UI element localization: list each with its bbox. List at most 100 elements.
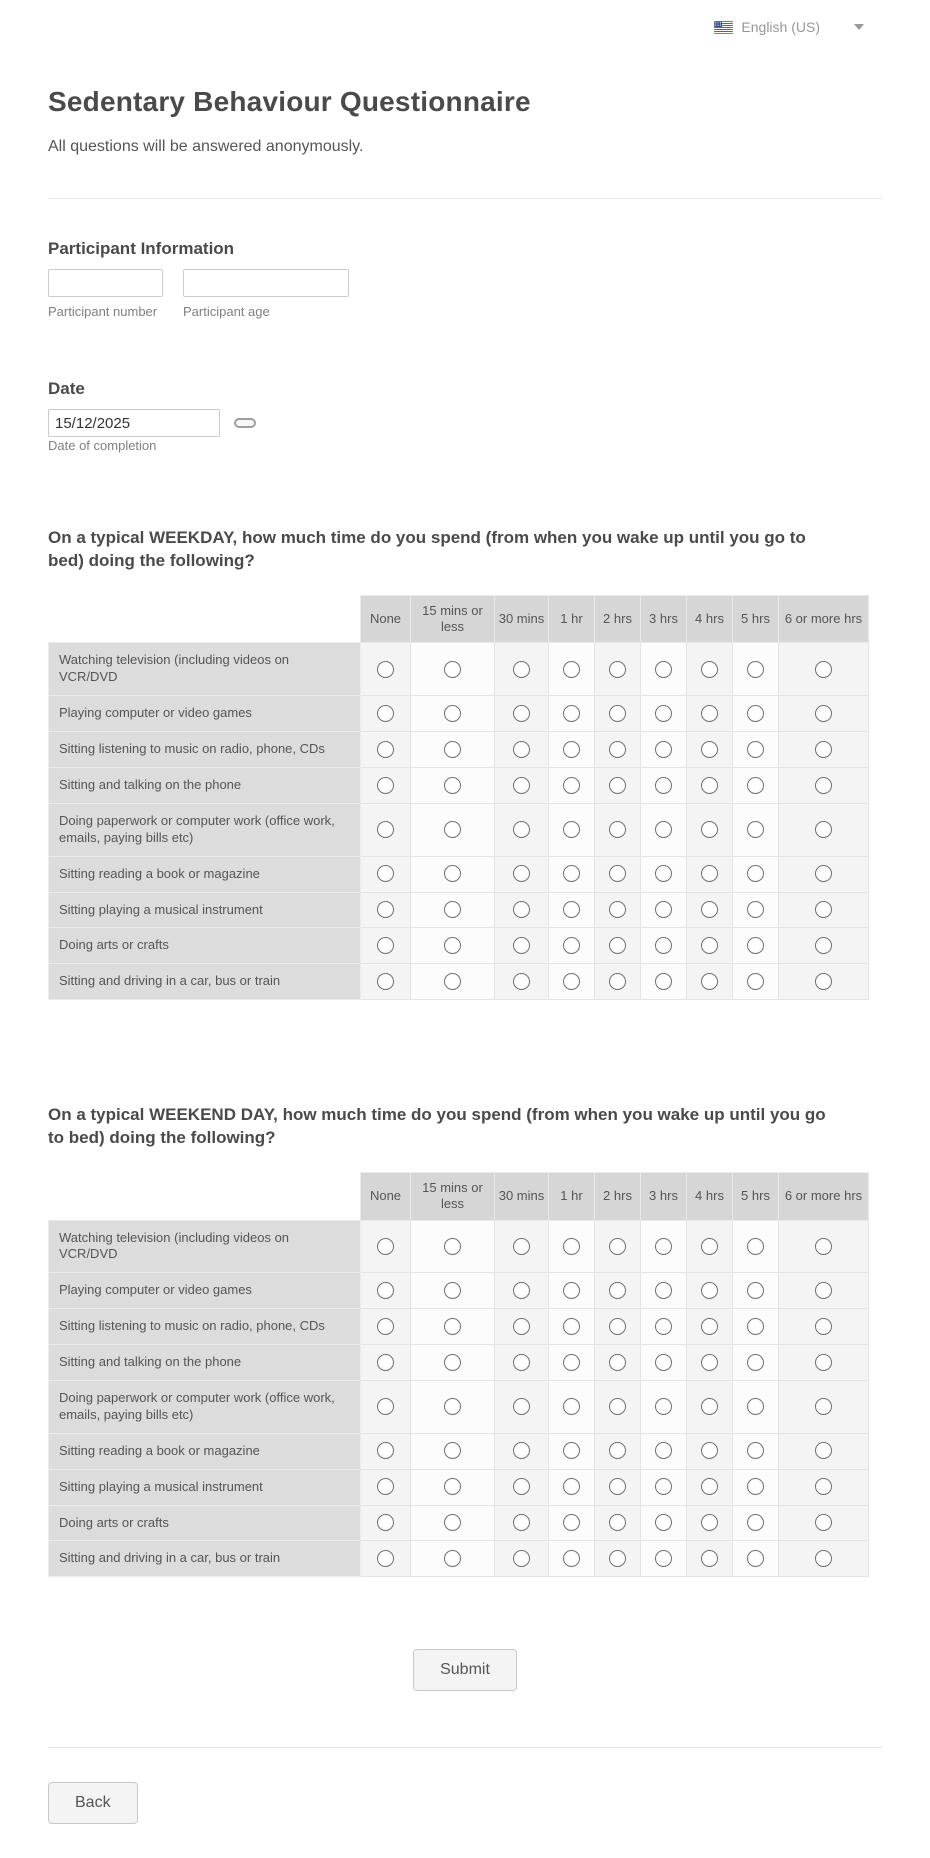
radio-q1-row5-col1[interactable] <box>444 865 461 883</box>
radio-q1-row5-col3[interactable] <box>563 865 580 883</box>
radio-q2-row1-col0[interactable] <box>377 1282 394 1300</box>
radio-q2-row2-col7[interactable] <box>747 1317 764 1335</box>
radio-q2-row1-col5[interactable] <box>655 1282 672 1300</box>
radio-q1-row5-col4[interactable] <box>609 865 626 883</box>
radio-q2-row4-col4[interactable] <box>609 1398 626 1416</box>
radio-q2-row6-col4[interactable] <box>609 1478 626 1496</box>
radio-q2-row5-col1[interactable] <box>444 1442 461 1460</box>
radio-q2-row8-col4[interactable] <box>609 1550 626 1568</box>
radio-q1-row1-col1[interactable] <box>444 704 461 722</box>
radio-q1-row8-col2[interactable] <box>513 972 530 990</box>
radio-q2-row0-col5[interactable] <box>655 1237 672 1255</box>
radio-q2-row4-col1[interactable] <box>444 1398 461 1416</box>
radio-q2-row5-col2[interactable] <box>513 1442 530 1460</box>
radio-q2-row8-col0[interactable] <box>377 1550 394 1568</box>
radio-q1-row7-col0[interactable] <box>377 937 394 955</box>
radio-q2-row5-col8[interactable] <box>815 1442 832 1460</box>
radio-q1-row0-col1[interactable] <box>444 660 461 678</box>
radio-q2-row8-col5[interactable] <box>655 1550 672 1568</box>
radio-q1-row7-col5[interactable] <box>655 937 672 955</box>
radio-q2-row3-col6[interactable] <box>701 1353 718 1371</box>
radio-q1-row0-col0[interactable] <box>377 660 394 678</box>
radio-q1-row4-col3[interactable] <box>563 820 580 838</box>
radio-q2-row1-col2[interactable] <box>513 1282 530 1300</box>
radio-q1-row4-col6[interactable] <box>701 820 718 838</box>
radio-q1-row1-col0[interactable] <box>377 704 394 722</box>
radio-q1-row2-col6[interactable] <box>701 740 718 758</box>
radio-q1-row4-col2[interactable] <box>513 820 530 838</box>
radio-q2-row1-col3[interactable] <box>563 1282 580 1300</box>
radio-q1-row2-col7[interactable] <box>747 740 764 758</box>
radio-q1-row6-col8[interactable] <box>815 901 832 919</box>
radio-q1-row7-col7[interactable] <box>747 937 764 955</box>
radio-q2-row4-col5[interactable] <box>655 1398 672 1416</box>
radio-q2-row5-col7[interactable] <box>747 1442 764 1460</box>
radio-q1-row8-col5[interactable] <box>655 972 672 990</box>
radio-q1-row2-col3[interactable] <box>563 740 580 758</box>
radio-q1-row2-col4[interactable] <box>609 740 626 758</box>
radio-q1-row5-col2[interactable] <box>513 865 530 883</box>
radio-q2-row3-col4[interactable] <box>609 1353 626 1371</box>
radio-q1-row6-col0[interactable] <box>377 901 394 919</box>
radio-q2-row1-col6[interactable] <box>701 1282 718 1300</box>
datepicker-icon[interactable] <box>234 418 256 428</box>
radio-q1-row6-col1[interactable] <box>444 901 461 919</box>
radio-q1-row7-col6[interactable] <box>701 937 718 955</box>
radio-q1-row0-col8[interactable] <box>815 660 832 678</box>
radio-q2-row4-col6[interactable] <box>701 1398 718 1416</box>
radio-q2-row7-col6[interactable] <box>701 1514 718 1532</box>
radio-q2-row4-col2[interactable] <box>513 1398 530 1416</box>
radio-q2-row6-col0[interactable] <box>377 1478 394 1496</box>
radio-q2-row4-col0[interactable] <box>377 1398 394 1416</box>
radio-q2-row1-col7[interactable] <box>747 1282 764 1300</box>
radio-q1-row1-col2[interactable] <box>513 704 530 722</box>
radio-q2-row5-col5[interactable] <box>655 1442 672 1460</box>
radio-q1-row3-col7[interactable] <box>747 776 764 794</box>
radio-q1-row3-col0[interactable] <box>377 776 394 794</box>
radio-q1-row1-col7[interactable] <box>747 704 764 722</box>
radio-q1-row0-col4[interactable] <box>609 660 626 678</box>
radio-q1-row5-col6[interactable] <box>701 865 718 883</box>
radio-q1-row0-col7[interactable] <box>747 660 764 678</box>
radio-q1-row3-col4[interactable] <box>609 776 626 794</box>
radio-q1-row4-col7[interactable] <box>747 820 764 838</box>
radio-q2-row5-col6[interactable] <box>701 1442 718 1460</box>
radio-q2-row3-col3[interactable] <box>563 1353 580 1371</box>
radio-q1-row7-col8[interactable] <box>815 937 832 955</box>
radio-q2-row7-col0[interactable] <box>377 1514 394 1532</box>
radio-q1-row6-col5[interactable] <box>655 901 672 919</box>
radio-q2-row6-col2[interactable] <box>513 1478 530 1496</box>
radio-q1-row2-col1[interactable] <box>444 740 461 758</box>
radio-q1-row8-col3[interactable] <box>563 972 580 990</box>
radio-q2-row3-col5[interactable] <box>655 1353 672 1371</box>
radio-q2-row6-col8[interactable] <box>815 1478 832 1496</box>
radio-q1-row8-col6[interactable] <box>701 972 718 990</box>
radio-q2-row5-col0[interactable] <box>377 1442 394 1460</box>
radio-q2-row7-col7[interactable] <box>747 1514 764 1532</box>
radio-q1-row1-col5[interactable] <box>655 704 672 722</box>
radio-q1-row3-col3[interactable] <box>563 776 580 794</box>
radio-q2-row7-col4[interactable] <box>609 1514 626 1532</box>
radio-q2-row6-col6[interactable] <box>701 1478 718 1496</box>
radio-q1-row5-col8[interactable] <box>815 865 832 883</box>
radio-q2-row0-col4[interactable] <box>609 1237 626 1255</box>
radio-q1-row4-col8[interactable] <box>815 820 832 838</box>
radio-q2-row7-col5[interactable] <box>655 1514 672 1532</box>
radio-q1-row2-col5[interactable] <box>655 740 672 758</box>
radio-q1-row7-col3[interactable] <box>563 937 580 955</box>
radio-q1-row4-col5[interactable] <box>655 820 672 838</box>
radio-q1-row5-col5[interactable] <box>655 865 672 883</box>
radio-q2-row0-col8[interactable] <box>815 1237 832 1255</box>
radio-q2-row0-col1[interactable] <box>444 1237 461 1255</box>
radio-q1-row0-col3[interactable] <box>563 660 580 678</box>
radio-q2-row7-col3[interactable] <box>563 1514 580 1532</box>
radio-q1-row6-col7[interactable] <box>747 901 764 919</box>
radio-q2-row2-col0[interactable] <box>377 1317 394 1335</box>
radio-q2-row6-col3[interactable] <box>563 1478 580 1496</box>
radio-q2-row1-col8[interactable] <box>815 1282 832 1300</box>
radio-q2-row0-col0[interactable] <box>377 1237 394 1255</box>
radio-q1-row1-col8[interactable] <box>815 704 832 722</box>
radio-q2-row4-col7[interactable] <box>747 1398 764 1416</box>
radio-q2-row8-col8[interactable] <box>815 1550 832 1568</box>
radio-q2-row0-col6[interactable] <box>701 1237 718 1255</box>
